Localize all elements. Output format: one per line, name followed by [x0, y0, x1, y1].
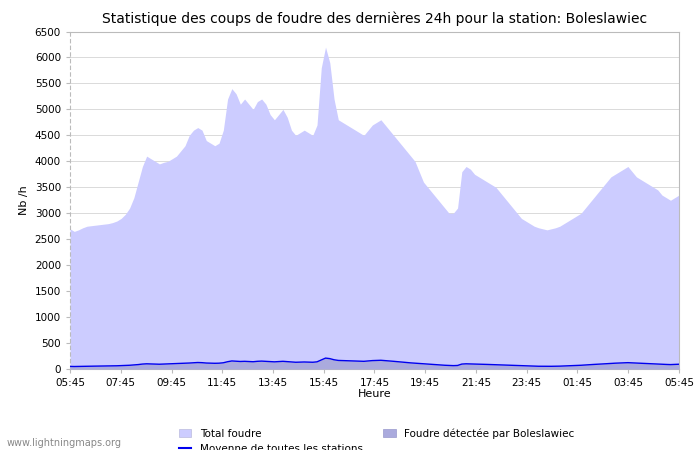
Y-axis label: Nb /h: Nb /h: [19, 185, 29, 215]
Text: www.lightningmaps.org: www.lightningmaps.org: [7, 438, 122, 448]
X-axis label: Heure: Heure: [358, 389, 391, 400]
Legend: Total foudre, Moyenne de toutes les stations, Foudre détectée par Boleslawiec: Total foudre, Moyenne de toutes les stat…: [178, 428, 575, 450]
Title: Statistique des coups de foudre des dernières 24h pour la station: Boleslawiec: Statistique des coups de foudre des dern…: [102, 12, 647, 26]
